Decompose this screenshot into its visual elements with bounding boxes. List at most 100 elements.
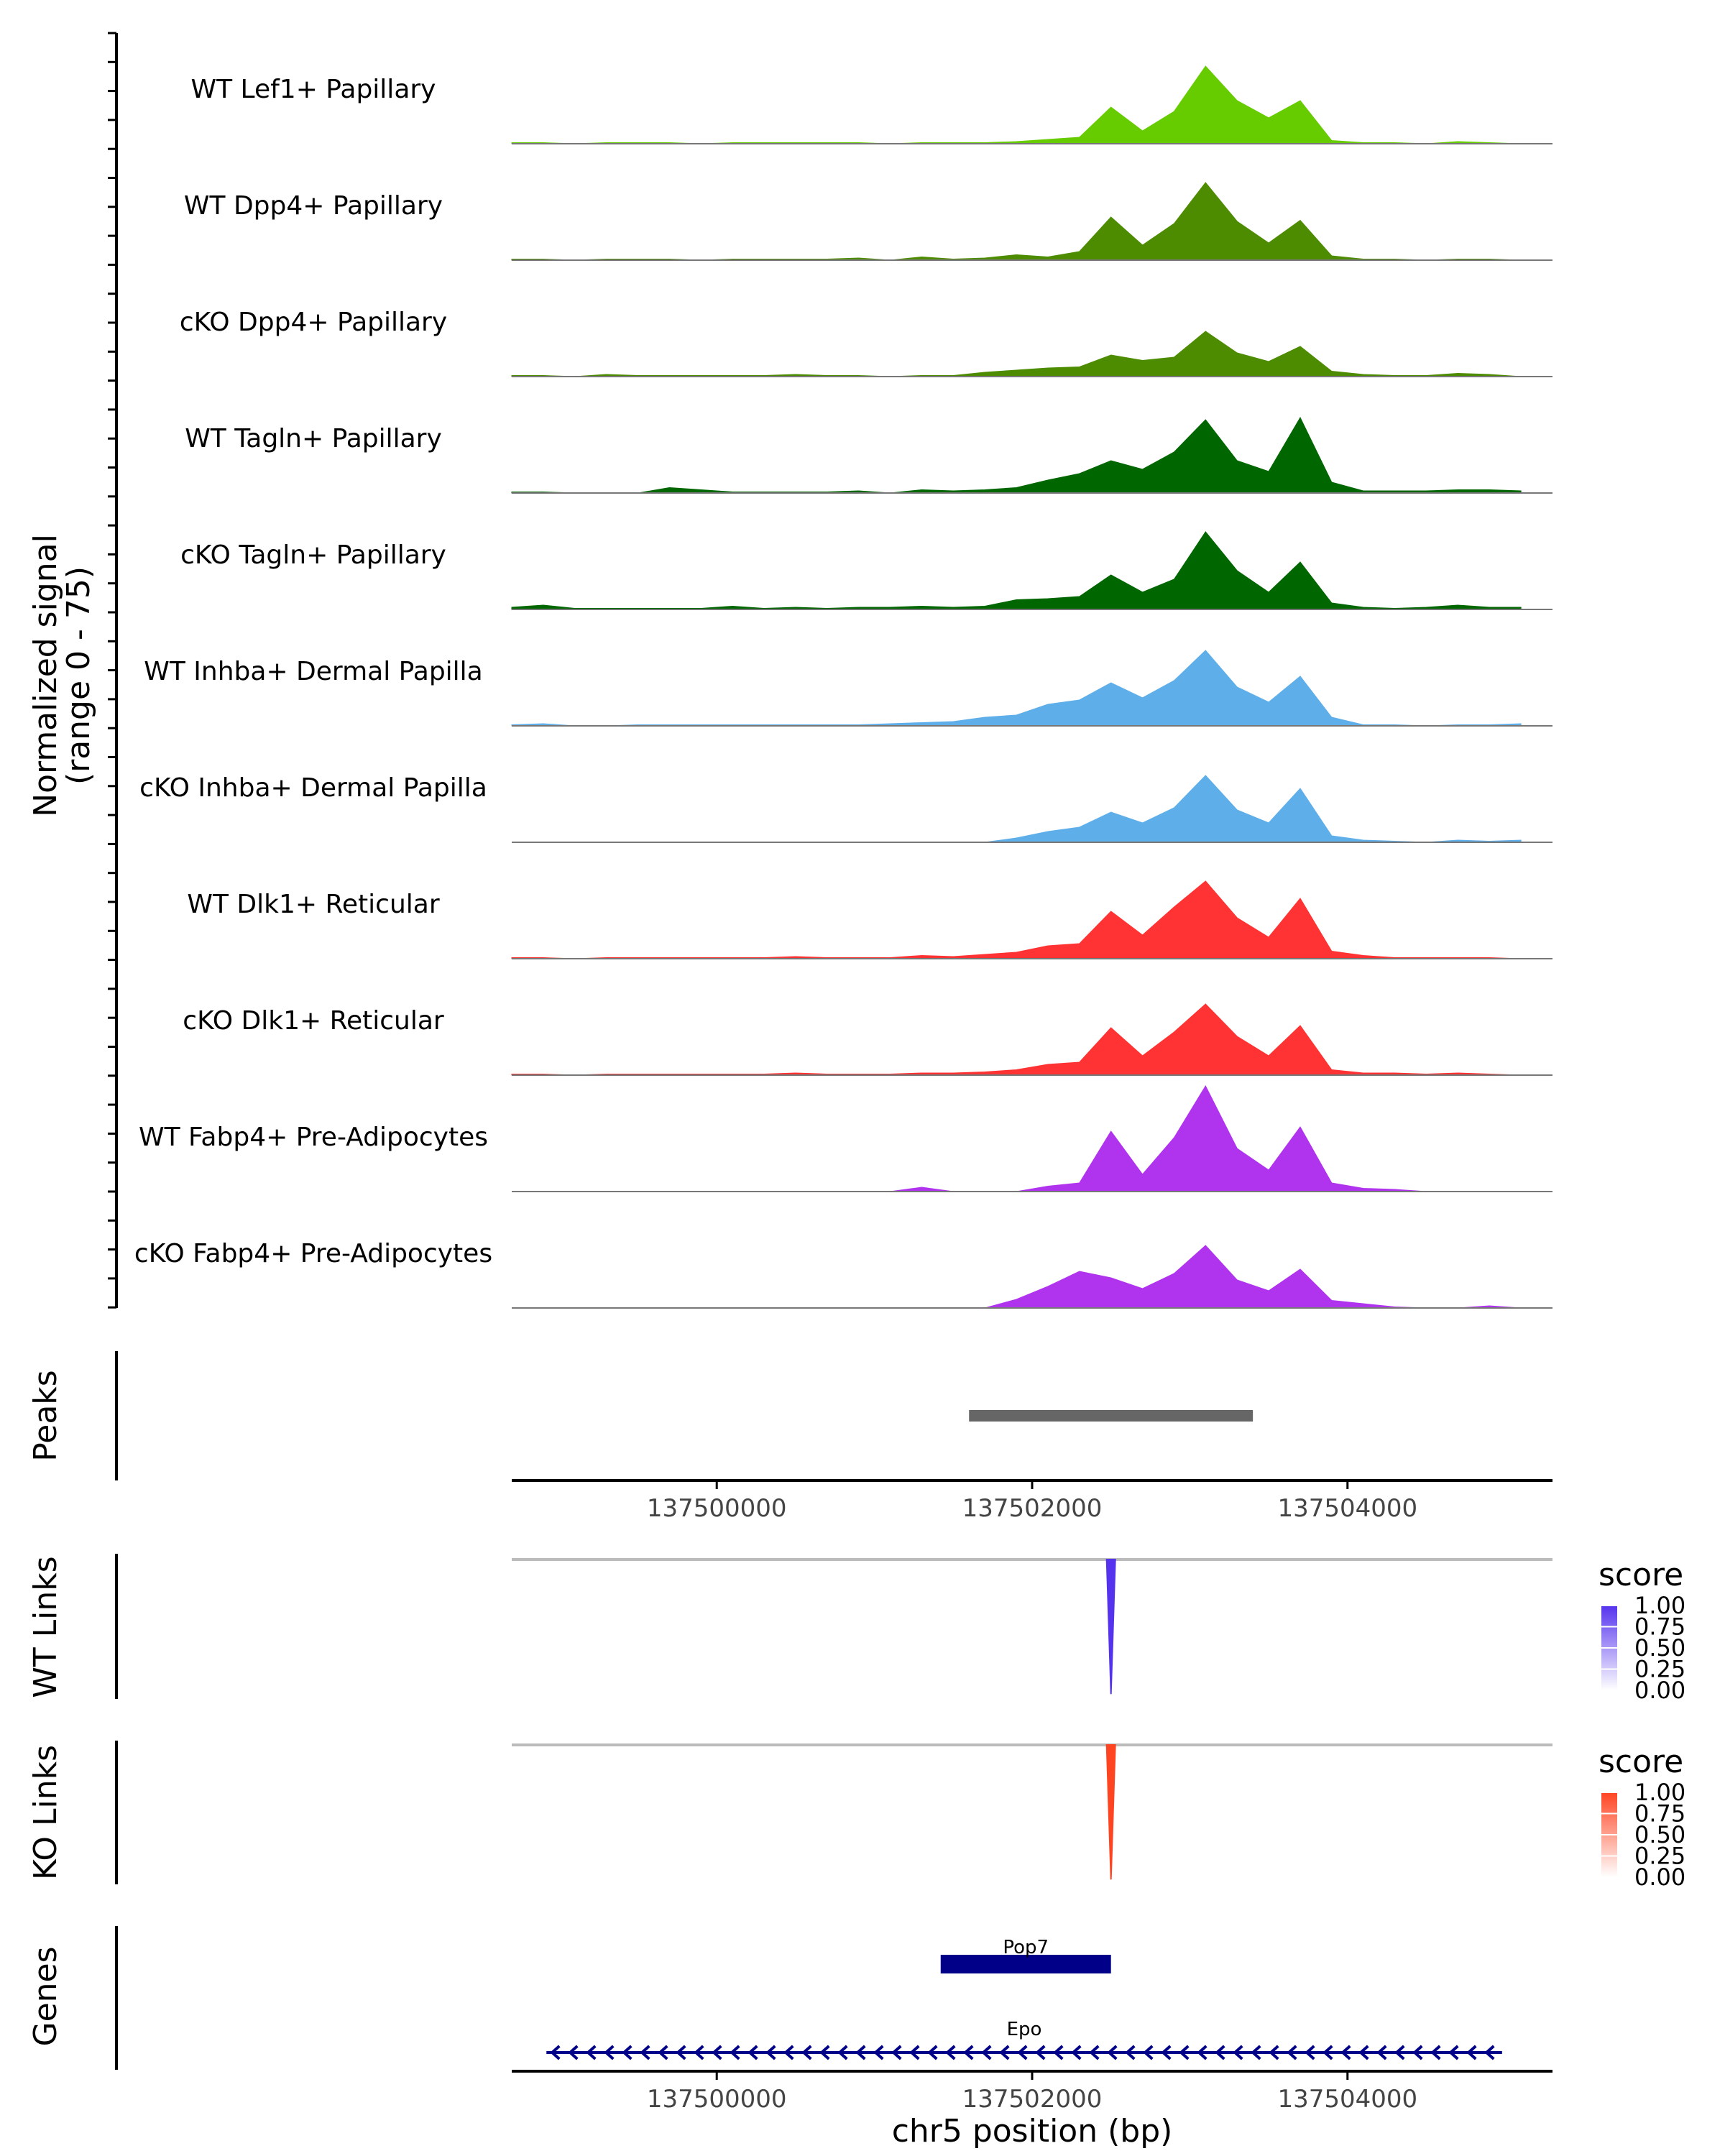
- gene-exon-pop7: [940, 1955, 1111, 1973]
- legend-title: score: [1598, 1557, 1683, 1593]
- track-label-5: WT Inhba+ Dermal Papilla: [144, 657, 482, 686]
- strand-arrow: [1448, 2045, 1459, 2060]
- strand-arrow: [873, 2045, 884, 2060]
- strand-arrow: [1107, 2045, 1118, 2060]
- strand-arrow: [550, 2045, 561, 2060]
- y-axis-label-line2: (range 0 - 75): [60, 566, 97, 785]
- legend-tick-label: 0.50: [1634, 1821, 1685, 1848]
- strand-arrow: [694, 2045, 704, 2060]
- strand-arrow: [765, 2045, 776, 2060]
- x-tick-label: 137504000: [1277, 1494, 1417, 1523]
- strand-arrow: [819, 2045, 830, 2060]
- strand-arrow: [1071, 2045, 1082, 2060]
- legend-tick-label: 0.25: [1634, 1843, 1685, 1870]
- coverage-track-8: cKO Dlk1+ Reticular: [183, 1003, 1552, 1076]
- strand-arrow: [1466, 2045, 1477, 2060]
- strand-arrow: [604, 2045, 615, 2060]
- coverage-track-6: cKO Inhba+ Dermal Papilla: [139, 773, 1552, 843]
- genes-panel-label: Genes: [27, 1946, 64, 2046]
- legend-tick-label: 1.00: [1634, 1592, 1685, 1619]
- strand-arrow: [855, 2045, 866, 2060]
- x-tick-label: 137504000: [1277, 2085, 1417, 2114]
- strand-arrow: [1251, 2045, 1261, 2060]
- strand-arrow: [1233, 2045, 1243, 2060]
- strand-arrow: [981, 2045, 992, 2060]
- strand-arrow: [1412, 2045, 1423, 2060]
- track-label-10: cKO Fabp4+ Pre-Adipocytes: [134, 1239, 492, 1268]
- strand-arrow: [1215, 2045, 1225, 2060]
- coverage-track-5: WT Inhba+ Dermal Papilla: [144, 650, 1552, 727]
- x-tick-label: 137500000: [647, 2085, 787, 2114]
- link-arc: [1105, 1559, 1116, 1695]
- strand-arrow: [801, 2045, 812, 2060]
- coverage-axis-ticks: [108, 32, 116, 1309]
- x-tick-label: 137500000: [647, 1494, 787, 1523]
- strand-arrow: [1305, 2045, 1315, 2060]
- strand-arrow: [1197, 2045, 1208, 2060]
- coverage-track-9: WT Fabp4+ Pre-Adipocytes: [139, 1084, 1552, 1192]
- strand-arrow: [622, 2045, 632, 2060]
- link-arc: [1105, 1744, 1116, 1880]
- legend-tick-label: 0.00: [1634, 1677, 1685, 1704]
- strand-arrow: [927, 2045, 938, 2060]
- coverage-track-4: cKO Tagln+ Papillary: [180, 531, 1552, 610]
- coverage-area-5: [511, 650, 1522, 727]
- strand-arrow: [1287, 2045, 1297, 2060]
- strand-arrow: [676, 2045, 686, 2060]
- track-label-1: WT Dpp4+ Papillary: [184, 191, 443, 221]
- strand-arrow: [1358, 2045, 1369, 2060]
- strand-arrow: [891, 2045, 902, 2060]
- coverage-track-2: cKO Dpp4+ Papillary: [180, 308, 1552, 377]
- track-label-4: cKO Tagln+ Papillary: [180, 540, 446, 570]
- strand-arrow: [999, 2045, 1010, 2060]
- track-label-0: WT Lef1+ Papillary: [191, 75, 436, 104]
- legend-tick-label: 0.00: [1634, 1864, 1685, 1891]
- coverage-track-3: WT Tagln+ Papillary: [185, 416, 1552, 494]
- strand-arrow: [1143, 2045, 1154, 2060]
- score-legends: score1.000.750.500.250.00score1.000.750.…: [1598, 1557, 1685, 1891]
- y-axis-label-line1: Normalized signal: [27, 534, 64, 817]
- strand-arrow: [658, 2045, 668, 2060]
- strand-arrow: [712, 2045, 722, 2060]
- coverage-area-4: [511, 531, 1522, 610]
- peaks-panel-label: Peaks: [27, 1370, 64, 1461]
- strand-arrow: [568, 2045, 579, 2060]
- x-axis-title: chr5 position (bp): [892, 2113, 1173, 2150]
- strand-arrow: [1269, 2045, 1279, 2060]
- x-tick-label: 137502000: [962, 2085, 1103, 2114]
- gene-label-epo: Epo: [1007, 2019, 1042, 2040]
- coverage-area-9: [512, 1084, 1522, 1192]
- strand-arrow: [1053, 2045, 1064, 2060]
- track-label-6: cKO Inhba+ Dermal Papilla: [139, 773, 487, 803]
- strand-arrow: [909, 2045, 920, 2060]
- coverage-area-6: [512, 775, 1522, 843]
- coverage-area-3: [511, 416, 1522, 494]
- strand-arrow: [1340, 2045, 1351, 2060]
- strand-arrow: [945, 2045, 956, 2060]
- strand-arrow: [586, 2045, 597, 2060]
- peaks-track: [969, 1410, 1254, 1422]
- strand-arrow: [1089, 2045, 1100, 2060]
- legend-tick-label: 0.75: [1634, 1800, 1685, 1828]
- x-axis-ticks-upper: 137500000 137502000 137504000: [647, 1480, 1417, 1523]
- track-label-9: WT Fabp4+ Pre-Adipocytes: [139, 1123, 488, 1152]
- coverage-area-1: [511, 182, 1522, 261]
- strand-arrow: [748, 2045, 758, 2060]
- strand-arrow: [1376, 2045, 1387, 2060]
- coverage-track-0: WT Lef1+ Papillary: [191, 65, 1552, 144]
- strand-arrow: [1322, 2045, 1333, 2060]
- strand-arrow: [1161, 2045, 1172, 2060]
- x-tick-label: 137502000: [962, 1494, 1103, 1523]
- legend-tick-label: 1.00: [1634, 1779, 1685, 1806]
- strand-arrow: [963, 2045, 974, 2060]
- strand-arrow: [1125, 2045, 1136, 2060]
- legend-title: score: [1598, 1743, 1683, 1780]
- wt-links-panel-label: WT Links: [27, 1556, 64, 1697]
- ko-links-track: [512, 1743, 1552, 1880]
- coverage-area-10: [512, 1245, 1522, 1309]
- coverage-track-10: cKO Fabp4+ Pre-Adipocytes: [134, 1239, 1552, 1309]
- strand-arrow: [1430, 2045, 1441, 2060]
